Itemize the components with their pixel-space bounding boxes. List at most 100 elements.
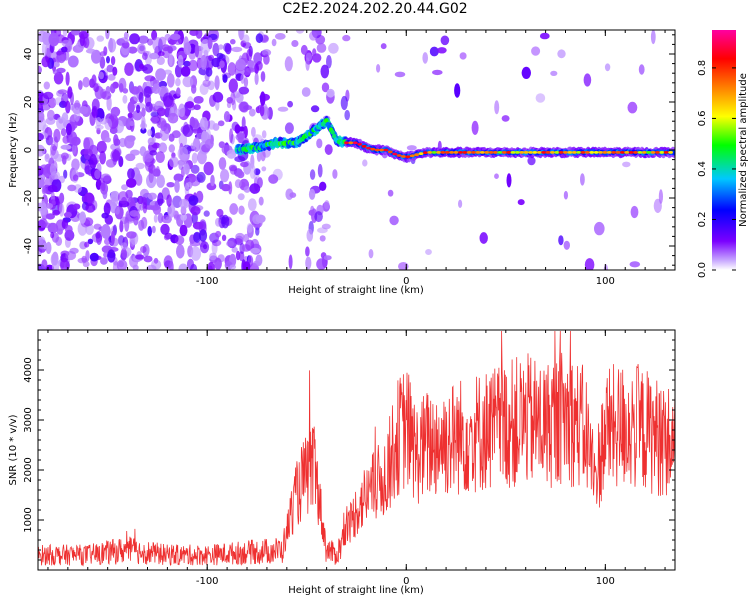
spectrogram-noise-blob: [59, 54, 67, 62]
spectrogram-noise-blob: [132, 264, 139, 270]
spectrogram-noise-blob: [563, 240, 570, 250]
spectrogram-noise-blob: [58, 203, 65, 217]
spectrogram-noise-blob: [305, 52, 313, 62]
spectrogram-noise-blob: [185, 101, 194, 109]
spectrogram-noise-blob: [259, 91, 266, 106]
spectrogram-noise-blob: [83, 36, 90, 49]
spectrogram-noise-blob: [124, 217, 130, 232]
spectrogram-noise-blob: [93, 83, 99, 93]
spectrogram-noise-blob: [150, 111, 159, 117]
spectrogram-noise-blob: [179, 198, 190, 209]
signal-peak: [585, 151, 590, 154]
colorbar-tick-label: 0.2: [697, 212, 708, 228]
spectrogram-noise-blob: [394, 71, 406, 78]
spectrogram-noise-blob: [238, 101, 249, 113]
spectrogram-noise-blob: [166, 73, 175, 88]
spectrogram-noise-blob: [91, 107, 97, 117]
spectrogram-noise-blob: [216, 208, 224, 218]
signal-peak: [567, 151, 573, 154]
signal-peak: [352, 141, 358, 145]
spectrogram-noise-blob: [177, 146, 189, 161]
spectrogram-noise-blob: [539, 32, 550, 40]
x-tick-label: 0: [403, 276, 409, 287]
spectrogram-noise-blob: [70, 92, 74, 105]
snr-series-line: [38, 330, 675, 567]
spectrogram-noise-blob: [93, 223, 102, 230]
spectrogram-noise-blob: [261, 130, 267, 139]
spectrogram-noise-blob: [142, 64, 154, 74]
spectrogram-noise-blob: [137, 43, 146, 55]
snr-y-ticks: 1000 2000 3000 4000: [23, 329, 675, 571]
spectrogram-noise-blob: [229, 128, 234, 144]
spectrogram-noise-blob: [41, 259, 48, 269]
spectrogram-noise-blob: [190, 206, 201, 216]
spectrogram-noise-blob: [527, 156, 536, 166]
spectrogram-noise-blob: [160, 223, 170, 235]
spectrogram-noise-blob: [127, 101, 135, 114]
spectrogram-noise-blob: [432, 69, 443, 76]
spectrogram-noise-blob: [344, 109, 351, 121]
signal-peak: [602, 151, 608, 154]
signal-peak: [611, 151, 617, 154]
spectrogram-noise-blob: [256, 150, 262, 162]
signal-peak: [541, 151, 546, 154]
spectrogram-noise-blob: [228, 78, 238, 93]
spectrogram-noise-blob: [316, 43, 327, 53]
spectrogram-noise-blob: [185, 162, 190, 175]
spectrogram-noise-blob: [193, 96, 204, 104]
spectrogram-noise-blob: [140, 246, 147, 253]
signal-peak: [427, 151, 433, 154]
spectrogram-noise-blob: [368, 249, 374, 259]
signal-peak: [615, 151, 621, 154]
spectrogram-noise-blob: [454, 83, 461, 98]
spectrogram-noise-blob: [62, 30, 68, 38]
spectrogram-noise-blob: [129, 120, 135, 127]
spectrogram-noise-blob: [316, 258, 327, 270]
spectrogram-noise-blob: [174, 179, 180, 193]
spectrogram-noise-blob: [251, 126, 256, 138]
spectrogram-noise-blob: [61, 39, 72, 47]
spectrogram-noise-blob: [319, 235, 326, 242]
y-tick-label: -40: [23, 238, 34, 254]
spectrogram-noise-blob: [440, 35, 450, 46]
colorbar-tick-label: 0.0: [697, 262, 708, 278]
spectrogram-noise-blob: [308, 188, 316, 200]
spectrogram-noise-blob: [41, 56, 50, 68]
spectrogram-noise-blob: [211, 57, 221, 68]
spectrogram-noise-blob: [106, 64, 114, 73]
spectrogram-noise-blob: [60, 259, 70, 270]
spectrogram-noise-blob: [226, 149, 237, 159]
spectrogram-noise-blob: [406, 145, 417, 151]
signal-peak: [458, 151, 463, 154]
signal-peak: [628, 151, 634, 154]
signal-peak: [620, 151, 625, 154]
spectrogram-noise-blob: [222, 74, 228, 83]
spectrogram-noise-blob: [429, 46, 439, 57]
signal-peak: [488, 151, 494, 154]
y-tick-label: 40: [23, 48, 34, 61]
spectrogram-noise-blob: [242, 261, 251, 270]
spectrogram-noise-blob: [91, 49, 102, 64]
spectrogram-noise-blob: [550, 70, 558, 76]
spectrogram-noise-blob: [162, 92, 174, 108]
spectrogram-noise-blob: [314, 211, 323, 223]
spectrogram-noise-blob: [309, 31, 318, 41]
spectrogram-noise-blob: [233, 238, 243, 244]
spectrogram-noise-blob: [89, 252, 99, 262]
signal-peak: [514, 151, 520, 154]
signal-peak: [475, 151, 481, 154]
signal-peak: [462, 151, 468, 154]
spectrogram-noise-blob: [38, 236, 46, 250]
spectrogram-noise-blob: [118, 137, 127, 148]
spectrogram-noise-blob: [215, 230, 222, 238]
snr-x-axis-label: Height of straight line (km): [288, 585, 424, 596]
colorbar-label: Normalized spectral amplitude: [738, 73, 749, 227]
spectrogram-noise-blob: [362, 159, 368, 167]
spectrogram-noise-blob: [71, 30, 81, 36]
signal-peak: [659, 151, 665, 154]
y-tick-label: 3000: [23, 407, 34, 432]
spectrogram-noise-blob: [193, 231, 202, 243]
colorbar-tick-label: 0.6: [697, 110, 708, 126]
spectrogram-noise-blob: [129, 210, 140, 217]
signal-peak: [558, 151, 564, 154]
